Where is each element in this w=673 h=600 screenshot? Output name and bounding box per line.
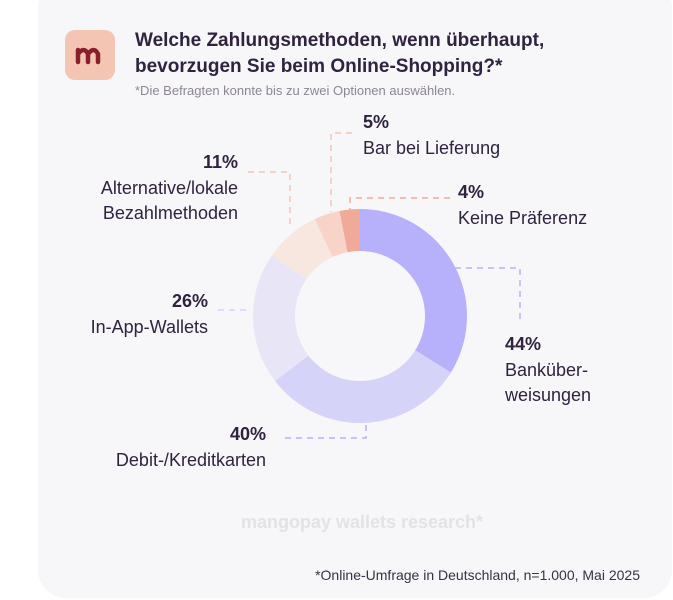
category-label: In-App-Wallets [91, 317, 208, 337]
subtitle: *Die Befragten konnte bis zu zwei Option… [135, 83, 455, 98]
donut-segment [314, 210, 348, 258]
category-label: Debit-/Kreditkarten [116, 450, 266, 470]
leader-line [248, 171, 291, 228]
leader-line [349, 197, 450, 210]
category-label: weisungen [504, 385, 591, 405]
donut-segment [360, 209, 467, 373]
logo-glyph [75, 47, 101, 65]
donut-segment [271, 218, 333, 280]
category-label: Alternative/lokale [101, 178, 238, 198]
category-label: Keine Präferenz [458, 208, 587, 228]
leader-line [285, 420, 367, 439]
value-label: 26% [172, 291, 208, 311]
title-line: bevorzugen Sie beim Online-Shopping?* [135, 56, 503, 77]
category-label: Bar bei Lieferung [363, 138, 500, 158]
title-line: Welche Zahlungsmethoden, wenn überhaupt, [135, 30, 544, 51]
category-label: Banküber- [505, 360, 588, 380]
watermark: mangopay wallets research* [241, 512, 483, 532]
value-label: 44% [505, 334, 541, 354]
value-label: 11% [203, 152, 238, 172]
value-label: 4% [458, 182, 484, 202]
card [38, 0, 672, 598]
value-label: 5% [363, 112, 389, 132]
donut-segment [274, 350, 451, 423]
value-label: 40% [230, 424, 266, 444]
donut-segment [339, 209, 360, 253]
leader-line [455, 267, 521, 322]
donut-segment [252, 255, 309, 381]
category-label: Bezahlmethoden [103, 203, 238, 223]
source: *Online-Umfrage in Deutschland, n=1.000,… [315, 567, 640, 583]
